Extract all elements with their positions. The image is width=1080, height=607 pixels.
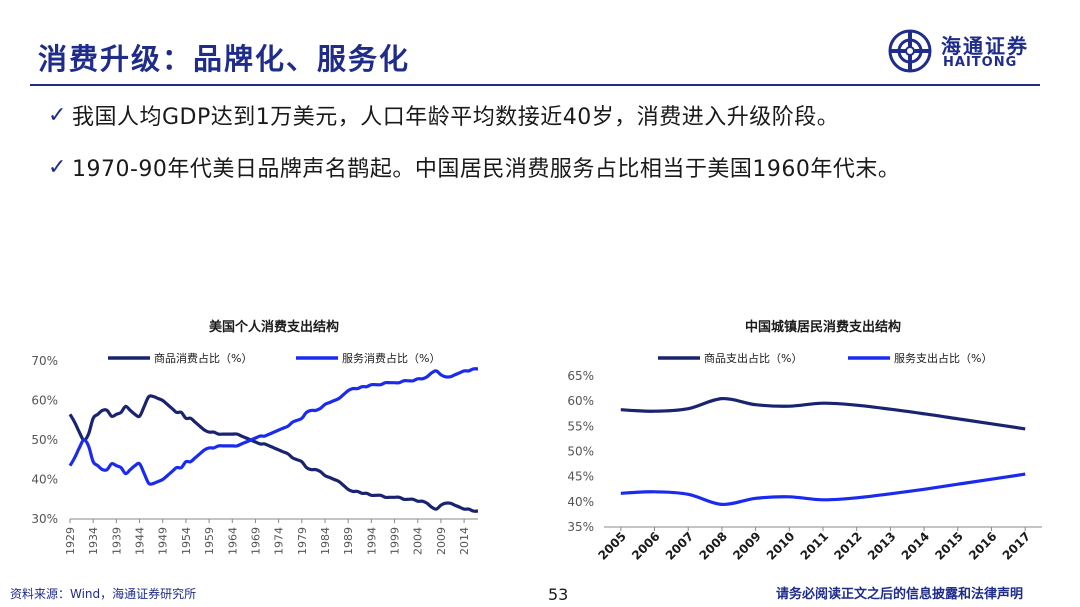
y-tick-label: 50% <box>31 433 58 447</box>
logo-cn-name: 海通证券 <box>941 34 1029 58</box>
x-tick-label: 1944 <box>134 527 147 555</box>
x-tick-label: 1989 <box>342 527 355 555</box>
bullet-text: 我国人均GDP达到1万美元，人口年龄平均数接近40岁，消费进入升级阶段。 <box>72 105 840 130</box>
x-tick-label: 1994 <box>365 527 378 555</box>
bullet-text: 1970-90年代美日品牌声名鹊起。中国居民消费服务占比相当于美国1960年代末… <box>72 157 901 182</box>
checkmark-icon: ✓ <box>48 102 67 128</box>
y-tick-label: 40% <box>31 473 58 487</box>
y-tick-label: 60% <box>31 394 58 408</box>
y-tick-label: 60% <box>567 394 594 408</box>
haitong-logo: 海通证券 HAITONG <box>887 28 1047 74</box>
x-tick-label: 2006 <box>629 529 663 563</box>
legend-label: 服务消费占比（%） <box>342 351 440 365</box>
x-tick-label: 2011 <box>798 529 832 563</box>
x-tick-label: 1969 <box>249 527 262 555</box>
haitong-emblem-icon <box>888 29 932 73</box>
x-tick-label: 2009 <box>730 529 764 563</box>
x-tick-label: 1939 <box>110 527 123 555</box>
y-tick-label: 55% <box>567 419 594 433</box>
bullet-list: ✓ 我国人均GDP达到1万美元，人口年龄平均数接近40岁，消费进入升级阶段。 ✓… <box>48 100 1068 204</box>
y-tick-label: 70% <box>31 354 58 368</box>
x-tick-label: 1974 <box>273 527 286 555</box>
chart-title: 中国城镇居民消费支出结构 <box>745 319 901 335</box>
x-tick-label: 1999 <box>389 527 402 555</box>
page-number: 53 <box>548 585 569 604</box>
slide-title: 消费升级：品牌化、服务化 <box>38 42 411 76</box>
x-tick-label: 2017 <box>1000 529 1034 563</box>
y-tick-label: 50% <box>567 445 594 459</box>
bullet-item: ✓ 我国人均GDP达到1万美元，人口年龄平均数接近40岁，消费进入升级阶段。 <box>48 100 1068 131</box>
legend-label: 服务支出占比（%） <box>894 351 992 365</box>
x-tick-label: 1929 <box>64 527 77 555</box>
y-tick-label: 30% <box>31 512 58 526</box>
services-share-line <box>620 472 1026 507</box>
chart-title: 美国个人消费支出结构 <box>209 319 339 335</box>
x-tick-label: 2013 <box>865 529 899 563</box>
x-tick-label: 2014 <box>458 527 471 555</box>
x-tick-label: 1959 <box>203 527 216 555</box>
checkmark-icon: ✓ <box>48 154 67 180</box>
x-tick-label: 2014 <box>899 529 933 563</box>
y-tick-label: 65% <box>567 369 594 383</box>
y-tick-label: 40% <box>567 495 594 509</box>
bullet-item: ✓ 1970-90年代美日品牌声名鹊起。中国居民消费服务占比相当于美国1960年… <box>48 152 1068 183</box>
disclaimer: 请务必阅读正文之后的信息披露和法律声明 <box>776 587 1024 602</box>
goods-share-line <box>620 396 1026 431</box>
x-tick-label: 1964 <box>226 527 239 555</box>
x-tick-label: 1934 <box>87 527 100 555</box>
x-tick-label: 2015 <box>932 529 966 563</box>
x-tick-label: 1954 <box>180 527 193 555</box>
y-tick-label: 45% <box>567 470 594 484</box>
x-tick-label: 2012 <box>831 529 865 563</box>
x-tick-label: 1949 <box>157 527 170 555</box>
x-tick-label: 2008 <box>697 529 731 563</box>
source-note: 资料来源：Wind，海通证券研究所 <box>10 587 197 601</box>
logo-en-name: HAITONG <box>943 55 1018 70</box>
goods-share-line <box>68 394 479 513</box>
y-tick-label: 35% <box>567 520 594 534</box>
x-tick-label: 2009 <box>435 527 448 555</box>
services-share-line <box>68 367 479 486</box>
title-rule <box>30 84 1040 86</box>
x-tick-label: 2007 <box>663 529 697 563</box>
x-tick-label: 2016 <box>966 529 1000 563</box>
x-tick-label: 2010 <box>764 529 798 563</box>
legend-label: 商品支出占比（%） <box>704 351 802 365</box>
x-tick-label: 2004 <box>412 527 425 555</box>
x-tick-label: 1979 <box>296 527 309 555</box>
x-tick-label: 2005 <box>595 529 629 563</box>
legend-label: 商品消费占比（%） <box>154 351 252 365</box>
x-tick-label: 1984 <box>319 527 332 555</box>
